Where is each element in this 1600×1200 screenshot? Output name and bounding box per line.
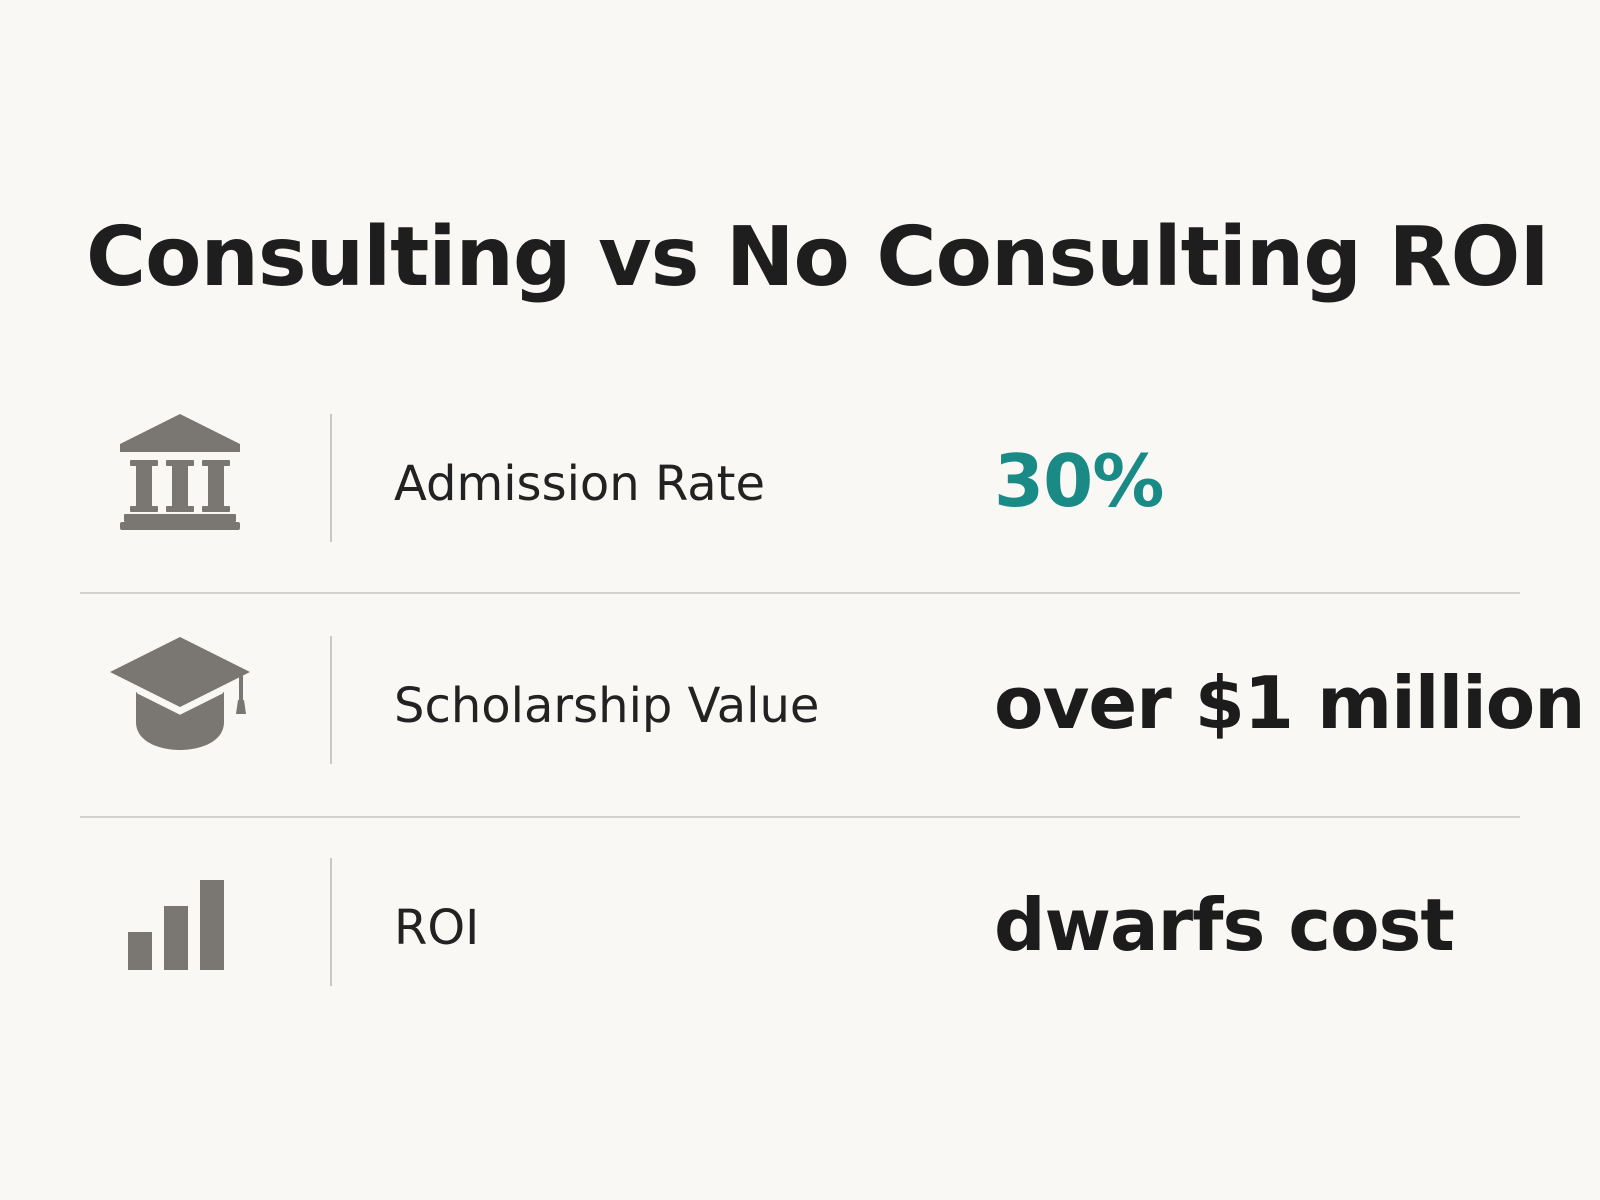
metric-label: ROI	[394, 900, 480, 956]
graduation-cap-icon	[110, 632, 250, 772]
row-separator	[80, 592, 1520, 594]
metric-row-scholarship-value: Scholarship Value over $1 million	[80, 632, 1586, 772]
metric-row-roi: ROI dwarfs cost	[80, 854, 1520, 994]
metric-row-admission-rate: Admission Rate 30%	[80, 410, 1520, 550]
metric-label: Scholarship Value	[394, 678, 820, 734]
metric-value: dwarfs cost	[994, 883, 1455, 967]
bar-chart-icon	[110, 854, 250, 994]
row-divider-vertical	[330, 858, 332, 986]
row-divider-vertical	[330, 414, 332, 542]
metric-value: 30%	[994, 439, 1164, 523]
metric-value: over $1 million	[994, 661, 1586, 745]
page-title: Consulting vs No Consulting ROI	[86, 210, 1550, 305]
metric-label: Admission Rate	[394, 456, 766, 512]
row-divider-vertical	[330, 636, 332, 764]
bank-building-icon	[110, 410, 250, 550]
row-separator	[80, 816, 1520, 818]
